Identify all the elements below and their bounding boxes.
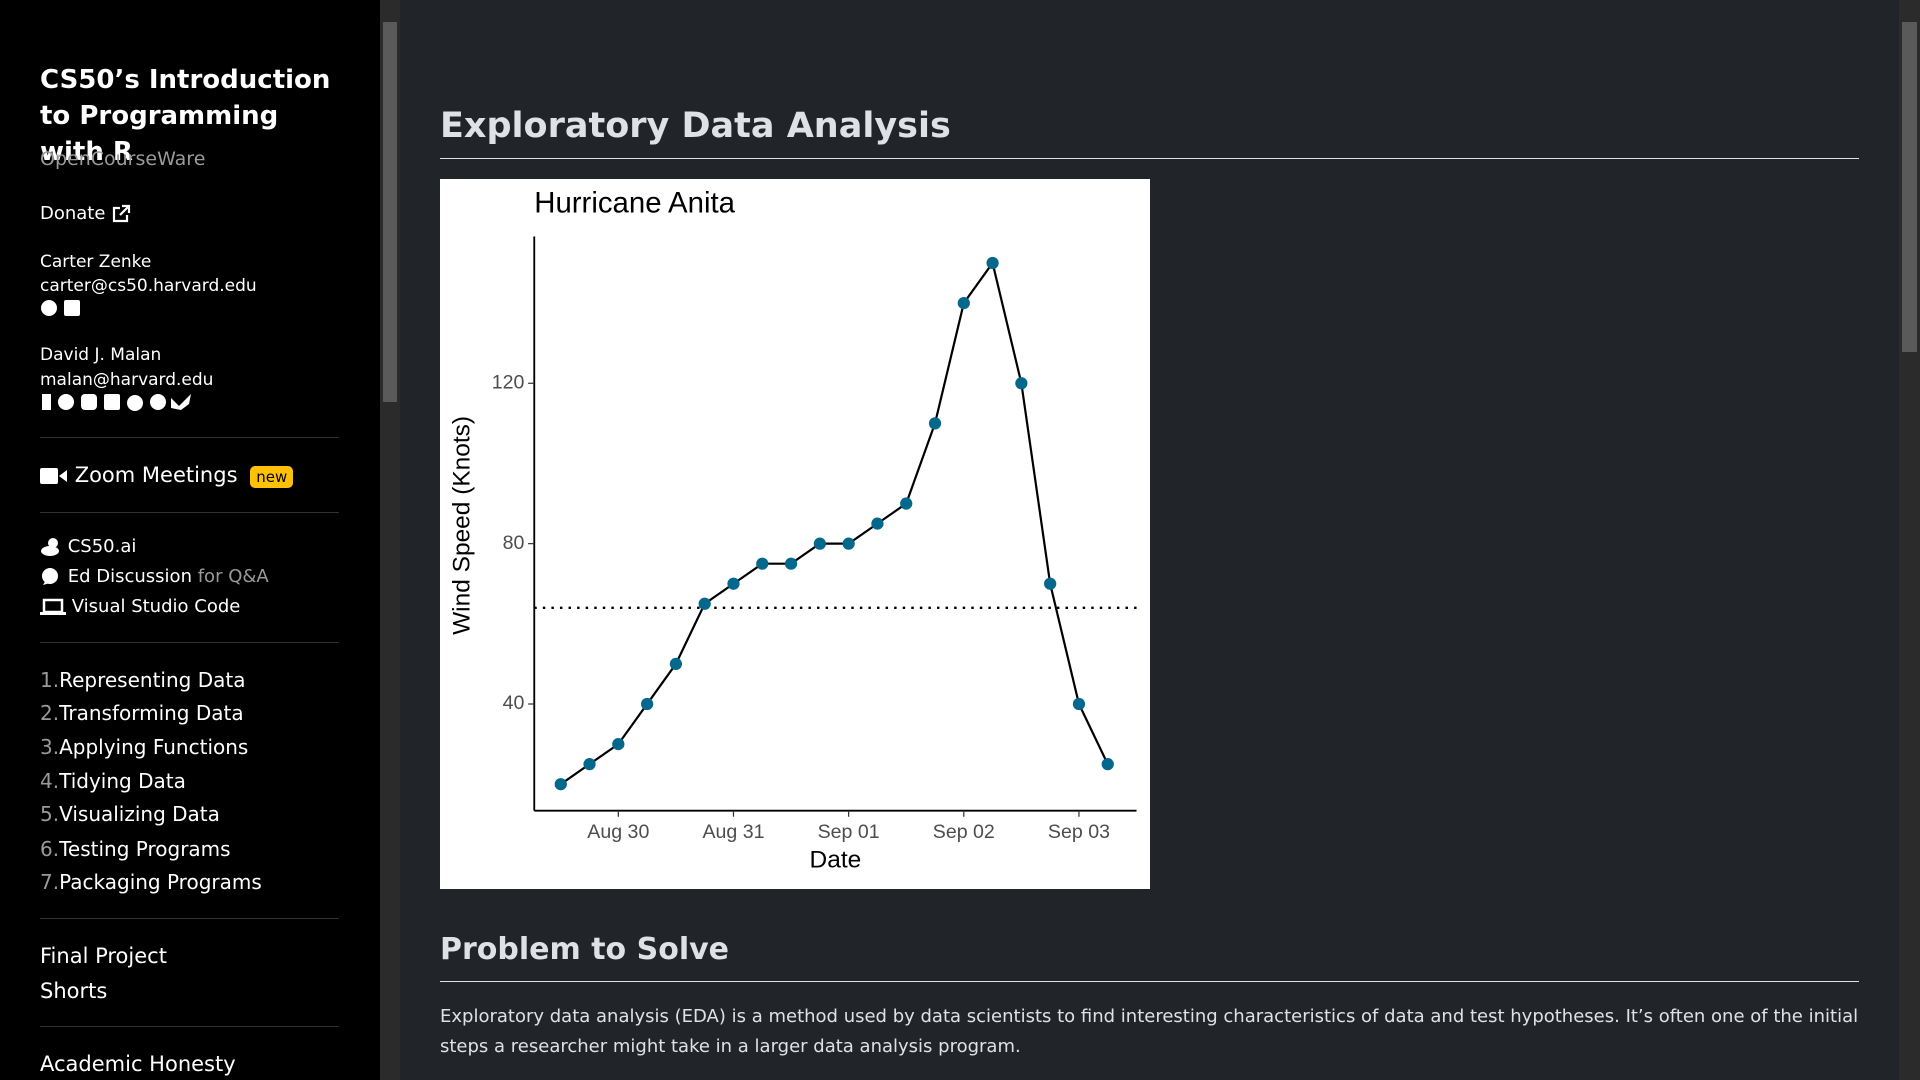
new-badge: new <box>250 466 294 488</box>
data-point <box>1072 697 1086 711</box>
course-title[interactable]: CS50’s Introduction to Programming with … <box>40 65 331 167</box>
data-point <box>554 778 567 791</box>
x-tick-label: Aug 31 <box>702 821 764 843</box>
donate-text[interactable]: Donate <box>40 203 106 224</box>
laptop-icon <box>40 598 66 615</box>
sidebar-scroll-thumb[interactable] <box>383 22 397 402</box>
person-email[interactable]: malan@harvard.edu <box>40 370 214 390</box>
lesson-number: 5. <box>40 802 60 826</box>
external-icon <box>113 204 131 223</box>
social-icons <box>40 298 84 325</box>
data-point <box>698 597 711 610</box>
chart: Hurricane Anita Date Wind Speed (Knots) … <box>440 179 1150 889</box>
video-icon <box>40 468 67 484</box>
tool-text[interactable]: CS50.ai <box>67 536 137 557</box>
zoom-text[interactable]: Zoom Meetings <box>74 463 238 487</box>
x-tick-label: Aug 30 <box>587 821 649 843</box>
lesson-title[interactable]: Representing Data <box>59 668 246 692</box>
tool-note: for Q&A <box>197 566 269 587</box>
section-rule <box>440 981 1859 982</box>
tool-text[interactable]: Ed Discussion <box>67 566 192 587</box>
lesson-title[interactable]: Visualizing Data <box>59 802 220 826</box>
paragraph: Exploratory data analysis (EDA) is a met… <box>440 1006 1859 1057</box>
data-point <box>669 657 683 671</box>
data-point <box>900 497 913 510</box>
x-tick-label: Sep 02 <box>933 821 995 843</box>
lesson-link[interactable]: 3.Applying Functions <box>40 735 248 759</box>
person-email[interactable]: carter@cs50.harvard.edu <box>40 276 257 296</box>
page-scroll-thumb[interactable] <box>1902 22 1917 352</box>
extra-link[interactable]: Final Project <box>40 944 167 968</box>
lesson-title[interactable]: Transforming Data <box>59 701 244 725</box>
lesson-title[interactable]: Packaging Programs <box>59 870 262 894</box>
icons <box>42 394 191 411</box>
lesson-link[interactable]: 1.Representing Data <box>40 668 245 692</box>
lesson-title[interactable]: Applying Functions <box>59 735 249 759</box>
x-axis-label: Date <box>810 846 862 873</box>
data-point <box>986 256 999 270</box>
data-point <box>871 517 884 530</box>
lesson-number: 3. <box>40 735 60 759</box>
icons <box>41 300 80 316</box>
lesson-number: 2. <box>40 701 60 725</box>
lesson-link[interactable]: 4.Tidying Data <box>40 769 186 793</box>
course-subtitle: OpenCourseWare <box>40 148 206 170</box>
duck-icon <box>41 538 59 556</box>
data-point <box>1101 758 1114 771</box>
divider <box>40 642 339 643</box>
page-heading: Exploratory Data Analysis <box>440 106 951 146</box>
data-point <box>813 537 826 550</box>
data-point <box>727 577 740 590</box>
data-point <box>842 537 855 550</box>
tool-text[interactable]: Visual Studio Code <box>71 596 241 617</box>
y-tick-label: 40 <box>503 692 525 714</box>
data-point <box>1015 377 1028 390</box>
y-tick-label: 120 <box>492 371 525 393</box>
data-point <box>1044 577 1057 590</box>
data-point <box>928 417 942 430</box>
person-name: David J. Malan <box>40 345 162 365</box>
lesson-number: 4. <box>40 769 60 793</box>
series-line <box>560 260 1109 786</box>
heading-rule <box>440 158 1859 159</box>
lesson-number: 1. <box>40 668 60 692</box>
lesson-number: 7. <box>40 870 60 894</box>
section-heading: Problem to Solve <box>440 932 729 967</box>
lesson-link[interactable]: 7.Packaging Programs <box>40 870 262 894</box>
chart-title: Hurricane Anita <box>534 186 735 219</box>
lesson-title[interactable]: Testing Programs <box>59 837 231 861</box>
divider <box>40 918 339 919</box>
lesson-link[interactable]: 5.Visualizing Data <box>40 802 220 826</box>
data-point <box>612 737 625 751</box>
tool-link[interactable]: Ed Discussion for Q&A <box>40 565 269 589</box>
zoom-link[interactable]: Zoom Meetings new <box>40 461 294 491</box>
sidebar: CS50’s Introduction to Programming with … <box>0 0 380 1080</box>
y-tick-label: 80 <box>503 532 525 554</box>
person-name: Carter Zenke <box>40 252 152 272</box>
data-point <box>640 697 654 711</box>
chat-icon <box>42 568 58 585</box>
honesty-link[interactable]: Academic Honesty <box>40 1052 236 1076</box>
donate-link[interactable]: Donate <box>40 202 131 226</box>
data-point <box>957 296 970 310</box>
y-axis-label: Wind Speed (Knots) <box>449 416 476 635</box>
x-tick-label: Sep 03 <box>1048 821 1110 843</box>
data-point <box>756 557 769 570</box>
tool-link[interactable]: CS50.ai <box>40 535 136 559</box>
lesson-link[interactable]: 6.Testing Programs <box>40 837 231 861</box>
divider <box>40 512 339 513</box>
divider <box>40 437 339 438</box>
divider <box>40 1026 339 1027</box>
social-icons <box>40 392 200 419</box>
tool-link[interactable]: Visual Studio Code <box>40 595 240 619</box>
data-point <box>784 557 798 570</box>
lesson-title[interactable]: Tidying Data <box>59 769 186 793</box>
extra-link[interactable]: Shorts <box>40 979 108 1003</box>
data-point <box>583 758 596 771</box>
lesson-link[interactable]: 2.Transforming Data <box>40 701 244 725</box>
x-tick-label: Sep 01 <box>818 821 880 843</box>
lesson-number: 6. <box>40 837 60 861</box>
